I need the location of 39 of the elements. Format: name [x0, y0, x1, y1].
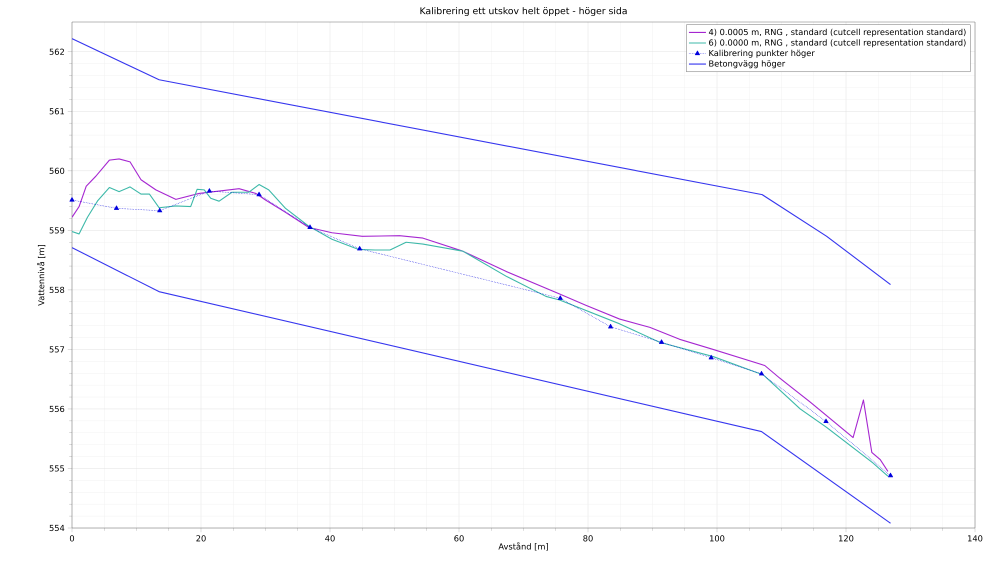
point	[256, 192, 262, 196]
point	[658, 339, 664, 344]
point	[157, 208, 162, 212]
line-series	[72, 247, 892, 524]
y-axis-title: Vattennivå [m]	[36, 244, 46, 306]
point	[708, 354, 714, 360]
legend-label: Kalibrering punkter höger	[709, 50, 815, 58]
y-tick-label: 555	[50, 465, 64, 472]
x-tick-label: 40	[325, 535, 335, 542]
y-tick-label: 561	[50, 108, 64, 114]
y-tick-label: 556	[50, 406, 64, 412]
point	[206, 188, 212, 193]
point	[114, 205, 120, 210]
chart-title: Kalibrering ett utskov helt öppet - höger sida	[420, 7, 627, 16]
point	[357, 246, 362, 250]
y-tick-label: 554	[50, 524, 64, 532]
y-tick-label: 559	[50, 227, 64, 234]
point	[608, 324, 614, 328]
x-axis-title: Avstånd [m]	[498, 542, 548, 551]
point	[558, 295, 563, 300]
y-tick-label: 558	[50, 286, 64, 294]
legend-label: 6) 0.0000 m, RNG , standard (cutcell representation standard)	[709, 39, 966, 48]
y-tick-label: 557	[50, 346, 64, 352]
x-tick-label: 80	[583, 535, 593, 542]
point	[307, 224, 313, 229]
x-tick-label: 60	[454, 535, 464, 542]
point	[888, 472, 894, 478]
legend-label: Betongvägg höger	[709, 60, 786, 68]
legend-label: 4) 0.0005 m, RNG , standard (cutcell representation standard)	[708, 28, 966, 37]
x-tick-label: 0	[70, 535, 74, 542]
point	[69, 197, 75, 202]
point	[758, 370, 764, 376]
point	[823, 418, 829, 424]
y-tick-label: 560	[50, 168, 64, 174]
x-tick-label: 140	[968, 535, 982, 542]
x-tick-label: 100	[710, 535, 724, 542]
y-tick-label: 562	[50, 48, 64, 55]
x-tick-label: 20	[196, 535, 206, 542]
x-tick-label: 120	[839, 535, 854, 542]
